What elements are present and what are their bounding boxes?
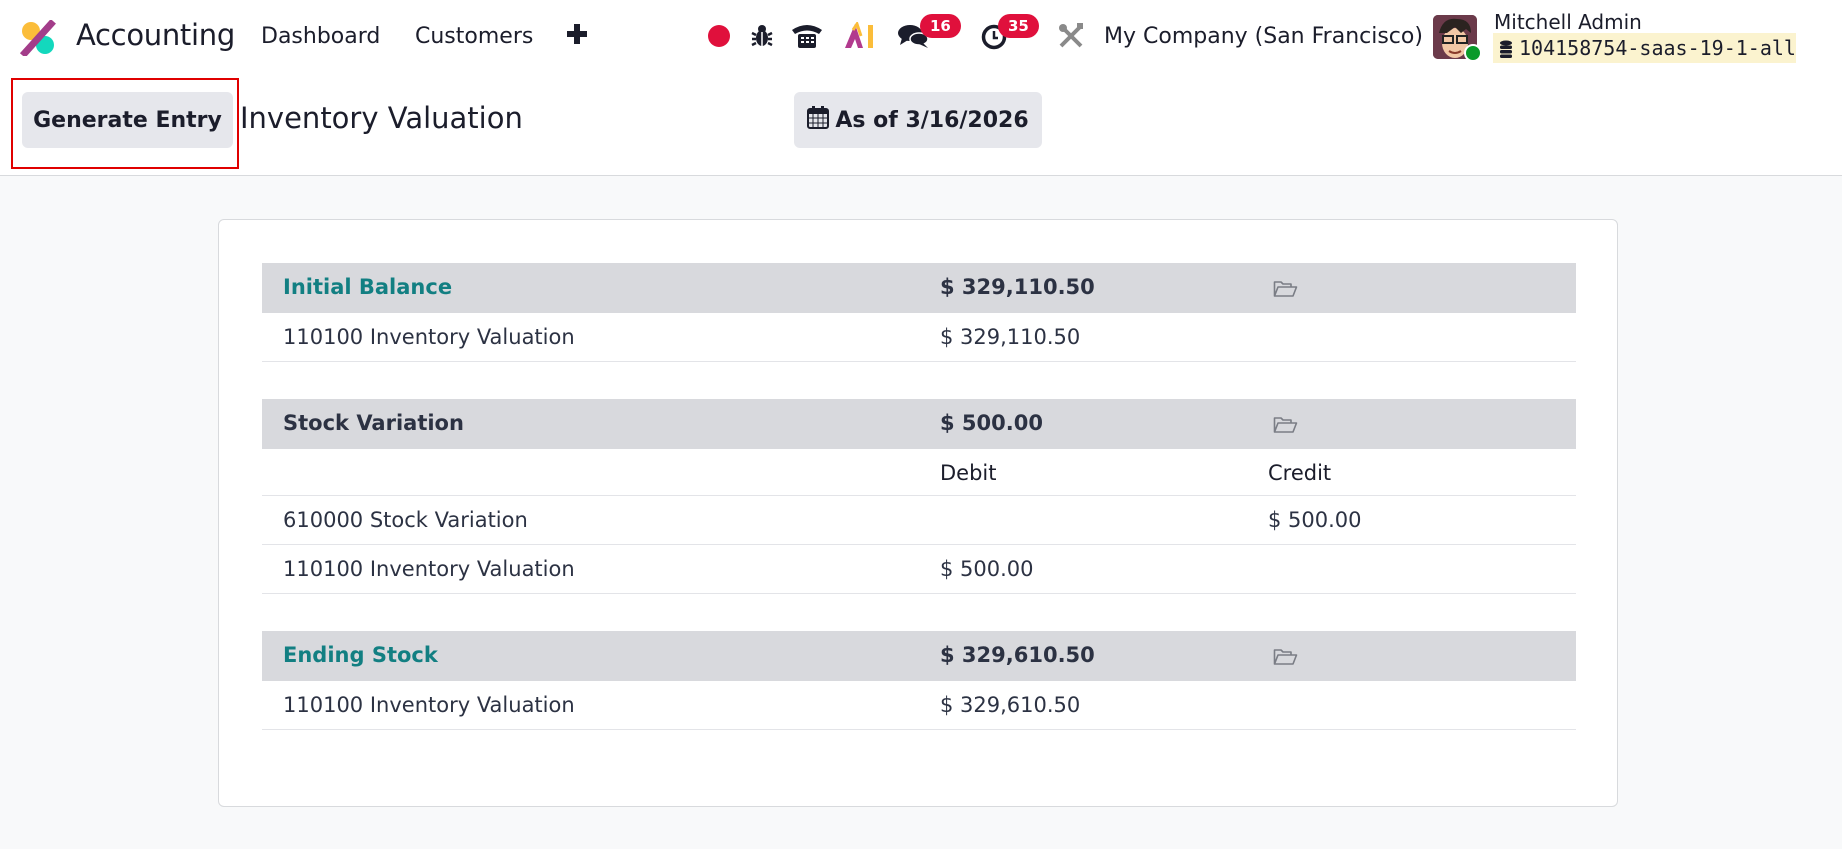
table-row: 610000 Stock Variation $ 500.00 (262, 496, 1576, 545)
ending-stock-link[interactable]: Ending Stock (283, 643, 438, 667)
debit-amount: $ 500.00 (940, 557, 1034, 581)
section-header-stock-variation: Stock Variation $ 500.00 (262, 399, 1576, 449)
database-name-badge: 104158754-saas-19-1-all (1493, 33, 1796, 63)
bug-icon[interactable] (748, 22, 776, 50)
debit-credit-column-header: Debit Credit (262, 449, 1576, 496)
as-of-date-label: As of 3/16/2026 (835, 107, 1029, 133)
menu-dashboard[interactable]: Dashboard (261, 24, 381, 49)
folder-open-icon[interactable] (1273, 647, 1298, 667)
database-name: 104158754-saas-19-1-all (1519, 36, 1796, 60)
recording-indicator-icon[interactable] (706, 22, 734, 50)
page-title: Inventory Valuation (240, 101, 523, 135)
activities-badge: 35 (998, 14, 1039, 38)
folder-open-icon[interactable] (1273, 279, 1298, 299)
generate-entry-button[interactable]: Generate Entry (22, 92, 233, 148)
user-name[interactable]: Mitchell Admin (1494, 10, 1642, 34)
messages-icon[interactable] (897, 22, 931, 50)
section-header-ending-stock: Ending Stock $ 329,610.50 (262, 631, 1576, 681)
stock-variation-title: Stock Variation (283, 411, 464, 435)
initial-balance-link[interactable]: Initial Balance (283, 275, 453, 299)
amount: $ 329,110.50 (940, 325, 1081, 349)
accounting-app-logo-icon[interactable] (19, 18, 58, 58)
section-header-initial-balance: Initial Balance $ 329,110.50 (262, 263, 1576, 313)
ai-icon[interactable] (843, 20, 877, 50)
stock-variation-total: $ 500.00 (940, 411, 1043, 435)
table-row: 110100 Inventory Valuation $ 329,110.50 (262, 313, 1576, 362)
initial-balance-total: $ 329,110.50 (940, 275, 1095, 299)
app-name[interactable]: Accounting (76, 18, 235, 52)
amount: $ 329,610.50 (940, 693, 1081, 717)
account-name: 110100 Inventory Valuation (283, 325, 575, 349)
account-name: 610000 Stock Variation (283, 508, 528, 532)
table-row: 110100 Inventory Valuation $ 329,610.50 (262, 681, 1576, 730)
menu-customers[interactable]: Customers (415, 24, 534, 49)
top-navbar: Accounting Dashboard Customers (0, 0, 1842, 74)
folder-open-icon[interactable] (1273, 415, 1298, 435)
debit-column-label: Debit (940, 461, 997, 485)
phone-icon[interactable] (790, 22, 824, 50)
account-name: 110100 Inventory Valuation (283, 693, 575, 717)
table-row: 110100 Inventory Valuation $ 500.00 (262, 545, 1576, 594)
valuation-table: Initial Balance $ 329,110.50 110100 Inve… (262, 263, 1576, 730)
highlight-annotation-box (11, 78, 239, 169)
calendar-icon (807, 105, 830, 135)
as-of-date-button[interactable]: As of 3/16/2026 (794, 92, 1042, 148)
plus-icon[interactable] (567, 24, 587, 44)
inventory-valuation-report-card: Initial Balance $ 329,110.50 110100 Inve… (218, 219, 1618, 807)
account-name: 110100 Inventory Valuation (283, 557, 575, 581)
ending-stock-total: $ 329,610.50 (940, 643, 1095, 667)
settings-tools-icon[interactable] (1057, 22, 1085, 50)
credit-column-label: Credit (1268, 461, 1332, 485)
database-icon (1499, 39, 1513, 58)
messages-badge: 16 (920, 14, 961, 38)
online-status-indicator (1464, 44, 1482, 62)
company-switcher[interactable]: My Company (San Francisco) (1104, 24, 1423, 49)
credit-amount: $ 500.00 (1268, 508, 1362, 532)
